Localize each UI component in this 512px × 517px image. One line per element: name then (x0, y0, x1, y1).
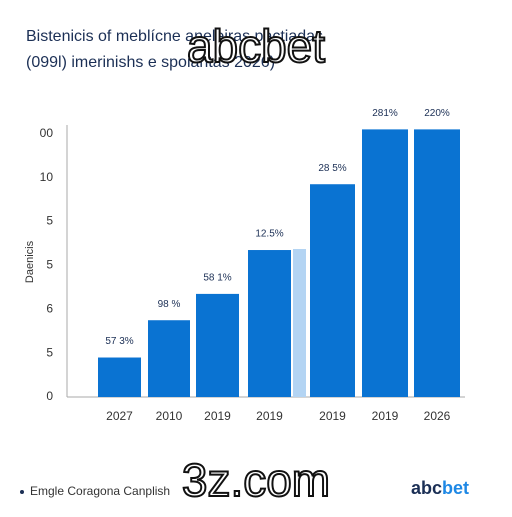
y-tick-label: 5 (46, 258, 53, 272)
bar (362, 129, 408, 398)
x-tick-label: 2019 (256, 409, 283, 423)
y-tick-label: 5 (46, 345, 53, 359)
x-tick-label: 2019 (319, 409, 346, 423)
y-tick-label: 0 (46, 389, 53, 403)
y-tick-label: 5 (46, 214, 53, 228)
watermark: abcbet (187, 20, 325, 72)
logo: abcbet (411, 478, 469, 498)
legend-dot (20, 490, 24, 494)
x-tick-label: 2027 (106, 409, 133, 423)
y-tick-label: 6 (46, 301, 53, 315)
x-tick-label: 2019 (204, 409, 231, 423)
bar (310, 184, 355, 397)
bar (148, 320, 190, 397)
highlight-bar (293, 249, 306, 397)
data-label: 57 3% (105, 336, 133, 347)
bar (98, 357, 141, 397)
data-label: 281% (372, 108, 398, 119)
bar (248, 250, 291, 397)
y-tick-label: 10 (40, 170, 54, 184)
bar (196, 293, 239, 397)
x-tick-label: 2026 (424, 409, 451, 423)
x-tick-label: 2010 (156, 409, 183, 423)
y-tick-label: 00 (40, 126, 54, 140)
bar (414, 129, 460, 398)
data-label: 220% (424, 108, 450, 119)
data-label: 28 5% (318, 163, 346, 174)
chart-subtitle: (099l) imerinishs e spoiantas 2026) (26, 54, 275, 71)
data-label: 98 % (158, 299, 181, 310)
logo-part: bet (442, 478, 469, 498)
x-tick-label: 2019 (372, 409, 399, 423)
data-label: 12.5% (255, 229, 283, 240)
y-axis-label: Daenicis (24, 240, 36, 283)
watermark: 3z.com (182, 454, 330, 506)
chart-title: Bistenicis of meblícne aneleiras pactiad… (26, 28, 323, 45)
logo-part: abc (411, 478, 442, 498)
legend-label: Emgle Coragona Canplish (30, 484, 170, 498)
data-label: 58 1% (203, 273, 231, 284)
